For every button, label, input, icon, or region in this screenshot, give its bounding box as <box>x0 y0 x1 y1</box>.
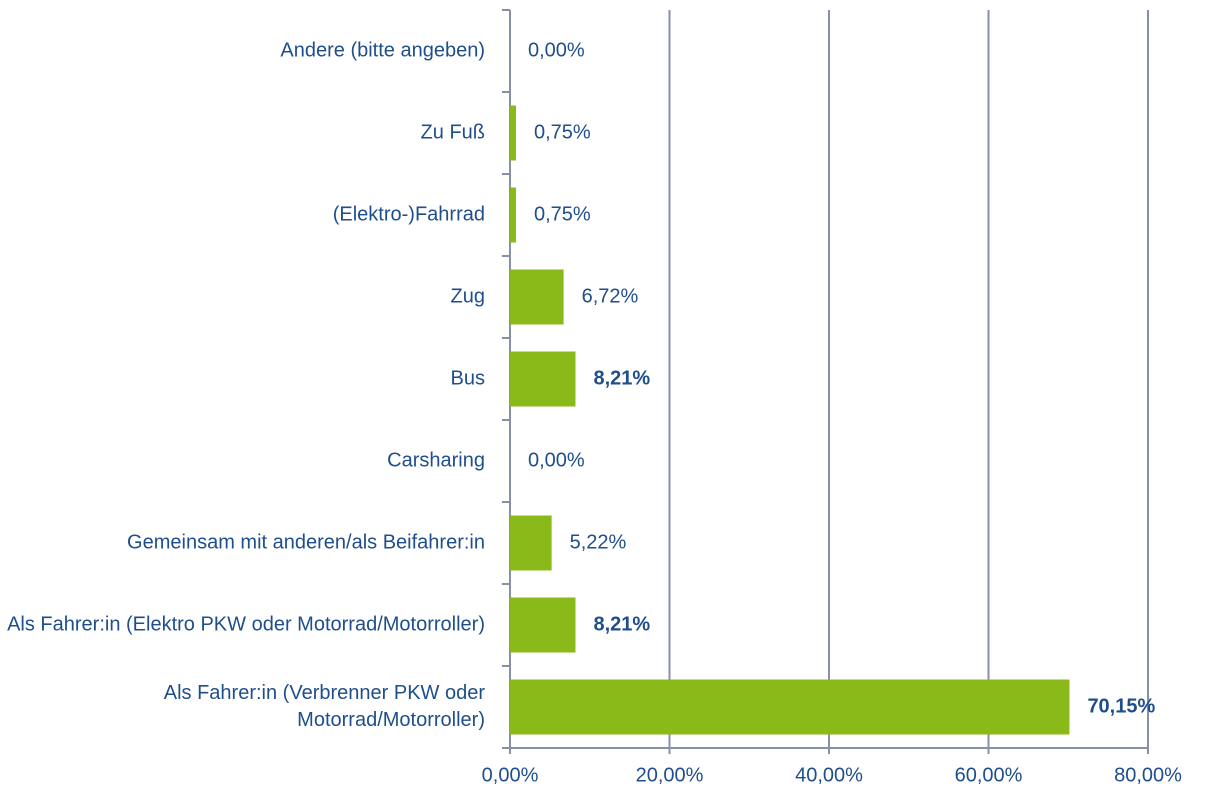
value-label: 70,15% <box>1087 695 1155 717</box>
bar <box>510 105 516 161</box>
x-tick-label: 40,00% <box>795 764 863 786</box>
category-label: Bus <box>450 367 485 390</box>
value-label: 0,00% <box>528 449 585 471</box>
bar <box>510 515 552 571</box>
x-tick-label: 20,00% <box>636 764 704 786</box>
category-label: Als Fahrer:in (Verbrenner PKW oder Motor… <box>163 682 485 731</box>
category-label: Andere (bitte angeben) <box>280 39 485 62</box>
value-label: 6,72% <box>582 285 639 307</box>
value-label: 8,21% <box>593 613 650 635</box>
bar <box>510 351 576 407</box>
category-label: (Elektro-)Fahrrad <box>332 203 485 226</box>
category-label: Als Fahrer:in (Elektro PKW oder Motorrad… <box>7 613 485 636</box>
bar <box>510 597 576 653</box>
value-label: 0,00% <box>528 39 585 61</box>
value-label: 8,21% <box>593 367 650 389</box>
bar <box>510 187 516 243</box>
category-label: Zug <box>450 285 485 308</box>
x-tick-label: 0,00% <box>482 764 539 786</box>
value-label: 0,75% <box>534 203 591 225</box>
bar <box>510 269 564 325</box>
value-label: 0,75% <box>534 121 591 143</box>
category-label: Carsharing <box>387 449 485 472</box>
bar <box>510 679 1070 735</box>
x-tick-label: 80,00% <box>1114 764 1182 786</box>
category-label: Gemeinsam mit anderen/als Beifahrer:in <box>127 531 485 554</box>
value-label: 5,22% <box>570 531 627 553</box>
x-tick-label: 60,00% <box>955 764 1023 786</box>
category-label: Zu Fuß <box>420 121 485 144</box>
